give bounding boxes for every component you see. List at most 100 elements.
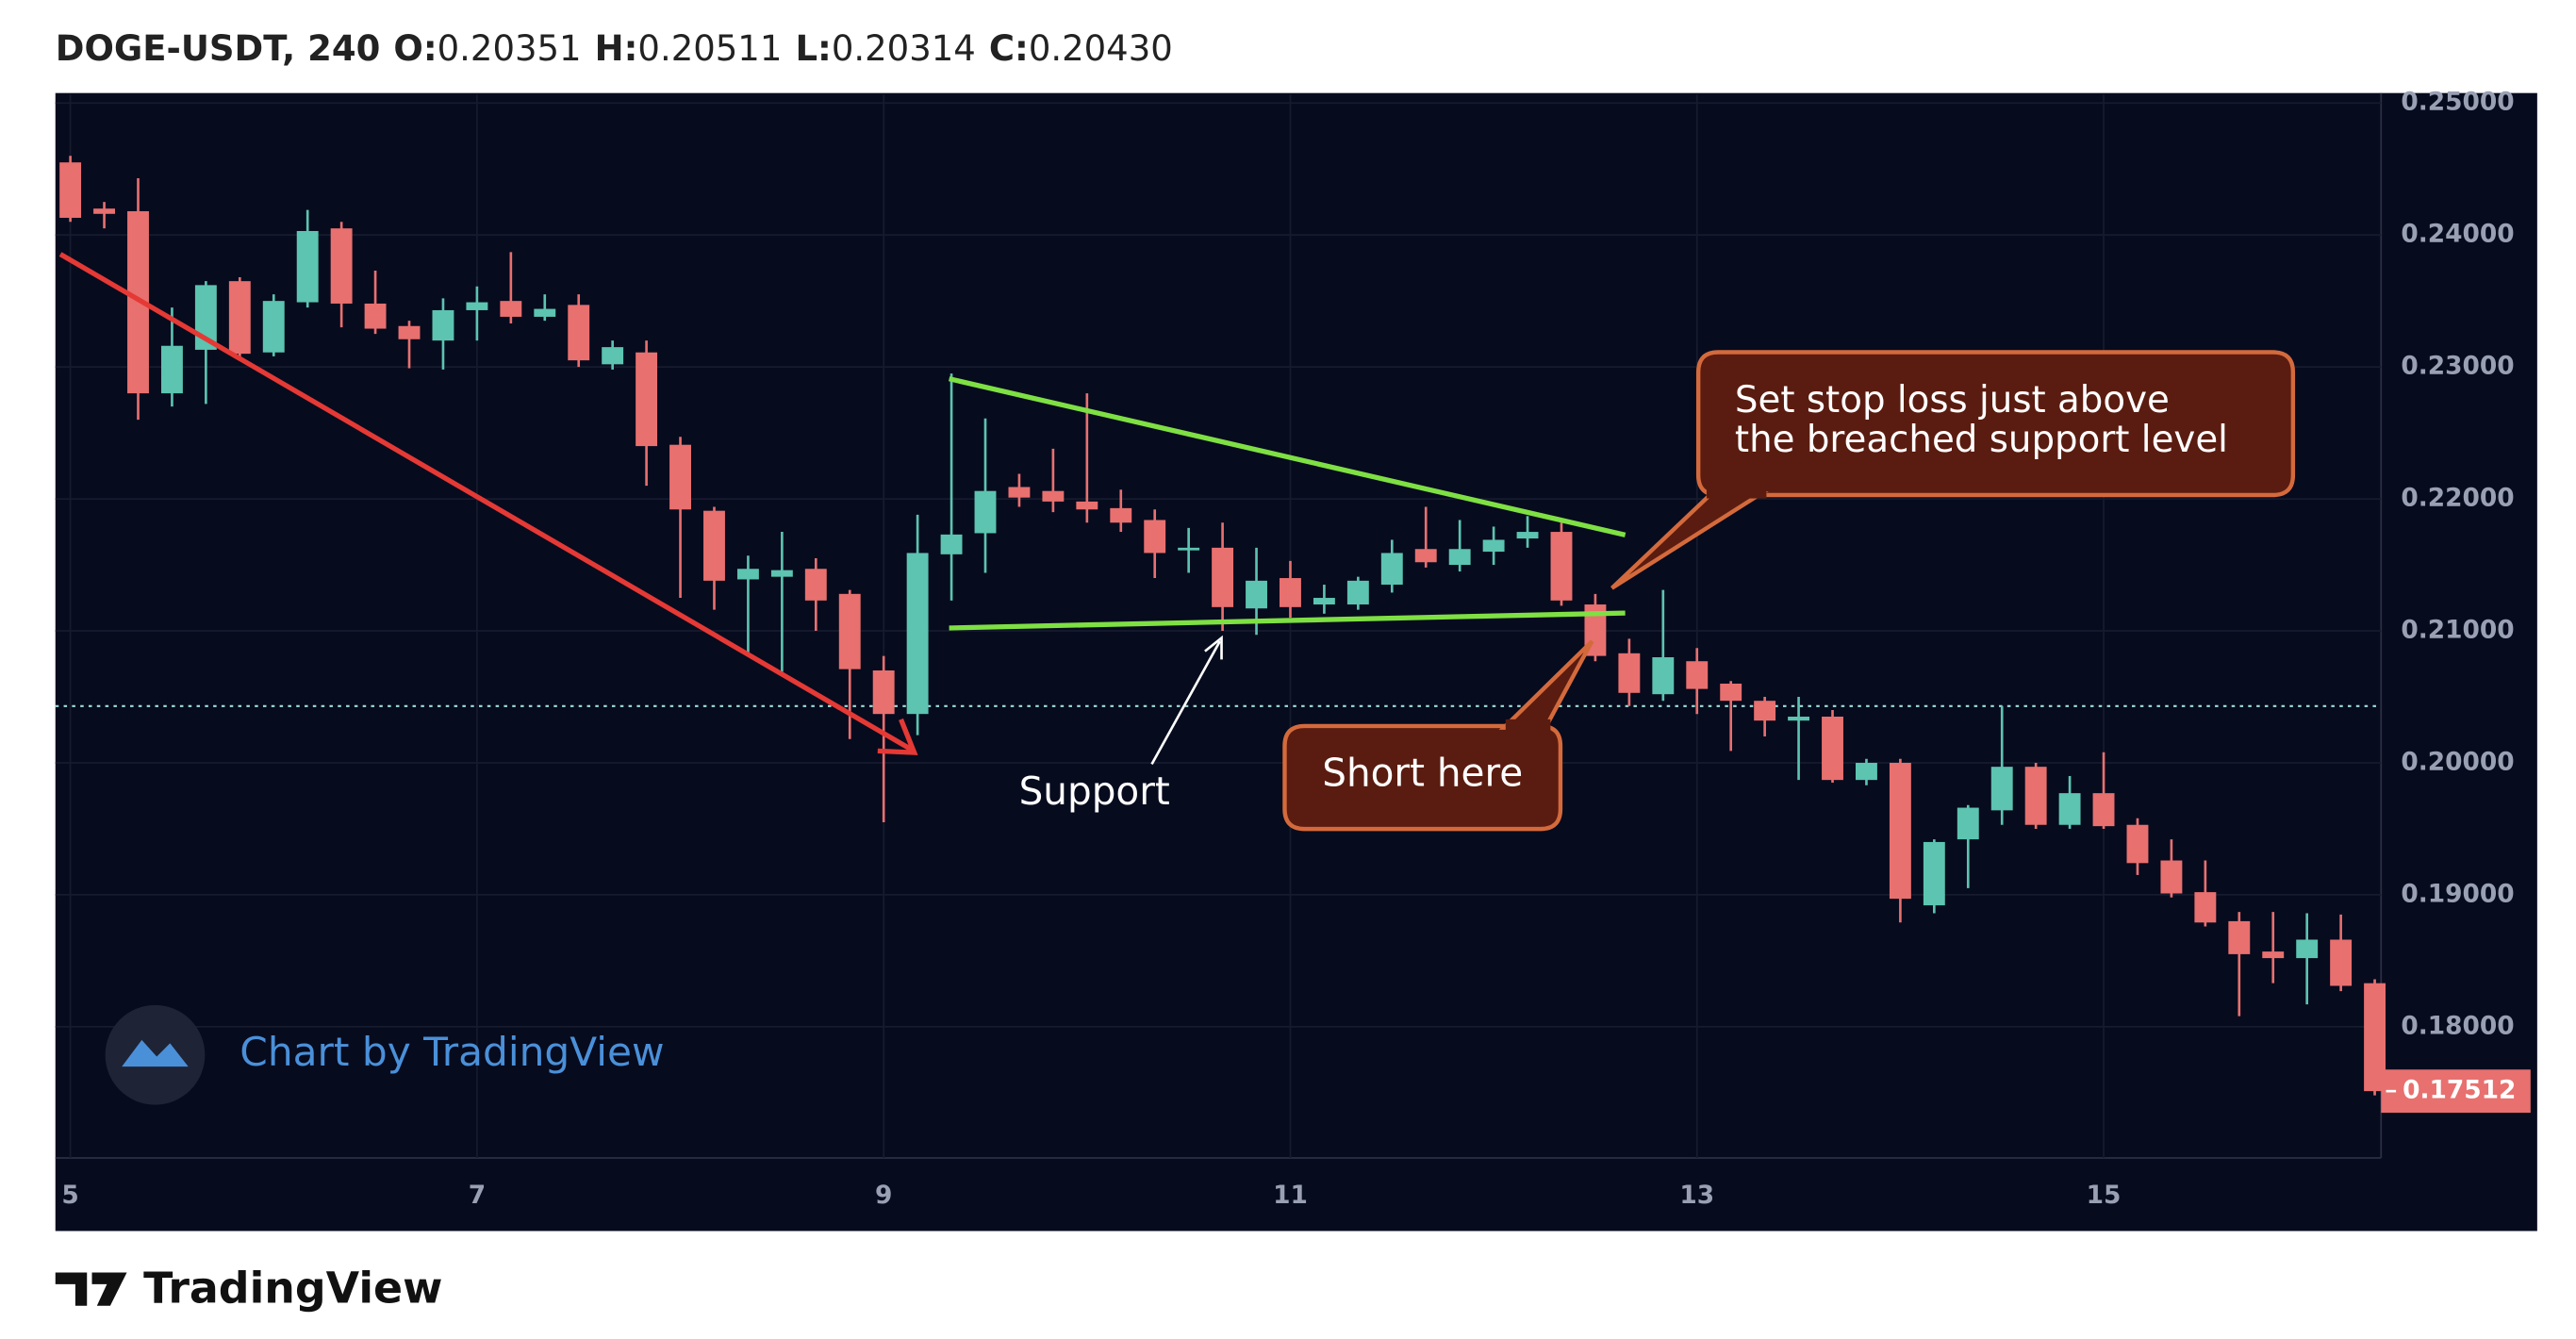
candle-body bbox=[872, 670, 895, 715]
header: DOGE-USDT, 240 O:0.20351 H:0.20511 L:0.2031… bbox=[56, 27, 1173, 68]
attribution: Chart by TradingView bbox=[239, 1029, 664, 1075]
candle-body bbox=[1856, 762, 1877, 781]
candle-body bbox=[770, 570, 793, 577]
candle-body bbox=[1313, 598, 1335, 605]
candle-body bbox=[2330, 939, 2353, 986]
support-arrow-head bbox=[1204, 635, 1223, 660]
candle-body bbox=[1076, 501, 1098, 510]
candle-body bbox=[2058, 793, 2081, 825]
ohlc-value: 0.20314 bbox=[832, 27, 976, 68]
y-tick-label: 0.25000 bbox=[2401, 88, 2514, 117]
support-line bbox=[949, 610, 1626, 631]
candle-body bbox=[1652, 657, 1675, 695]
x-tick-label: 13 bbox=[1679, 1181, 1714, 1210]
candle-body bbox=[1754, 701, 1776, 721]
candle-body bbox=[1346, 580, 1369, 605]
candle-body bbox=[534, 308, 556, 317]
logo-cloud bbox=[122, 1039, 189, 1067]
candle-body bbox=[1516, 532, 1539, 539]
plot: 0.17512 bbox=[55, 156, 2531, 1114]
pointer-joint bbox=[1706, 485, 1767, 499]
candle-body bbox=[1889, 762, 1911, 900]
candle-body bbox=[906, 553, 929, 715]
ohlc-value: 0.20430 bbox=[1029, 27, 1173, 68]
candle-body bbox=[1720, 684, 1742, 702]
y-tick-label: 0.22000 bbox=[2401, 484, 2514, 513]
arrow-head bbox=[877, 718, 918, 755]
candle-body bbox=[636, 352, 658, 447]
trend-arrow bbox=[58, 252, 913, 752]
candle-body bbox=[1212, 547, 1234, 607]
y-tick-label: 0.23000 bbox=[2401, 352, 2514, 381]
short-label: Short here bbox=[1322, 751, 1523, 796]
candle-body bbox=[228, 281, 251, 355]
candle-body bbox=[2092, 793, 2115, 827]
candle-body bbox=[2160, 860, 2183, 894]
y-tick-label: 0.20000 bbox=[2401, 747, 2514, 776]
candle-body bbox=[160, 345, 183, 394]
chart-background bbox=[55, 92, 2537, 1232]
y-tick-label: 0.19000 bbox=[2401, 879, 2514, 908]
candle-body bbox=[1923, 841, 1945, 906]
candle-body bbox=[804, 569, 827, 601]
candle-body bbox=[736, 569, 759, 580]
y-tick-label: 0.21000 bbox=[2401, 616, 2514, 645]
candle-body bbox=[1822, 716, 1843, 781]
candle-body bbox=[1144, 520, 1166, 554]
y-tick-label: 0.18000 bbox=[2401, 1011, 2514, 1040]
candle-body bbox=[296, 230, 319, 303]
x-tick-label: 5 bbox=[61, 1181, 78, 1210]
candle-body bbox=[2262, 951, 2285, 959]
last-price-tag bbox=[2381, 1069, 2531, 1114]
candle-body bbox=[940, 534, 963, 554]
candle-body bbox=[330, 228, 353, 304]
stop-loss-line: the breached support level bbox=[1735, 419, 2228, 461]
candle-body bbox=[1380, 553, 1403, 586]
candle-body bbox=[703, 510, 725, 581]
candle-body bbox=[1246, 580, 1267, 609]
candle-body bbox=[1550, 532, 1573, 601]
stop-loss-line: Set stop loss just above bbox=[1735, 379, 2170, 422]
candle-body bbox=[1008, 487, 1031, 498]
pointer-joint bbox=[1505, 719, 1551, 733]
candle-body bbox=[568, 305, 590, 361]
y-tick-label: 0.24000 bbox=[2401, 220, 2514, 249]
candle-body bbox=[59, 162, 82, 218]
candle-body bbox=[500, 301, 522, 317]
candle-body bbox=[602, 347, 624, 365]
candle-body bbox=[1618, 653, 1641, 693]
candle-body bbox=[1280, 578, 1301, 607]
x-tick-label: 7 bbox=[469, 1181, 486, 1210]
last-price-label: 0.17512 bbox=[2403, 1076, 2516, 1105]
candle-body bbox=[262, 301, 285, 353]
symbol: DOGE-USDT, 240 bbox=[56, 27, 381, 68]
candle-body bbox=[1448, 549, 1471, 566]
ohlc-label: O: bbox=[393, 27, 437, 68]
support-label: Support bbox=[1019, 769, 1170, 814]
ohlc-label: L: bbox=[795, 27, 831, 68]
candle-body bbox=[432, 309, 454, 341]
candle-body bbox=[93, 208, 116, 214]
candle-body bbox=[1110, 507, 1132, 523]
candle-body bbox=[1042, 490, 1065, 502]
candle-body bbox=[2126, 824, 2149, 864]
x-tick-label: 9 bbox=[875, 1181, 892, 1210]
candle-body bbox=[2024, 767, 2047, 825]
candle-body bbox=[1686, 661, 1709, 689]
grid: 0.18000 0.19000 0.20000 0.21000 0.22000 0.230… bbox=[55, 88, 2515, 1210]
candle-body bbox=[838, 593, 861, 670]
x-tick-label: 15 bbox=[2087, 1181, 2122, 1210]
candle-body bbox=[2364, 983, 2386, 1092]
support-arrow bbox=[1150, 640, 1221, 766]
candle-body bbox=[398, 325, 421, 339]
x-tick-label: 11 bbox=[1273, 1181, 1308, 1210]
short-callout bbox=[1282, 723, 1563, 832]
ohlc-value: 0.20511 bbox=[637, 27, 782, 68]
stop-loss-callout bbox=[1695, 350, 2296, 498]
candle-body bbox=[2194, 892, 2217, 923]
drawings: Support Short here Set stop loss just ab… bbox=[58, 252, 2296, 832]
ohlc-label: C: bbox=[989, 27, 1029, 68]
ohlc-value: 0.20351 bbox=[438, 27, 582, 68]
